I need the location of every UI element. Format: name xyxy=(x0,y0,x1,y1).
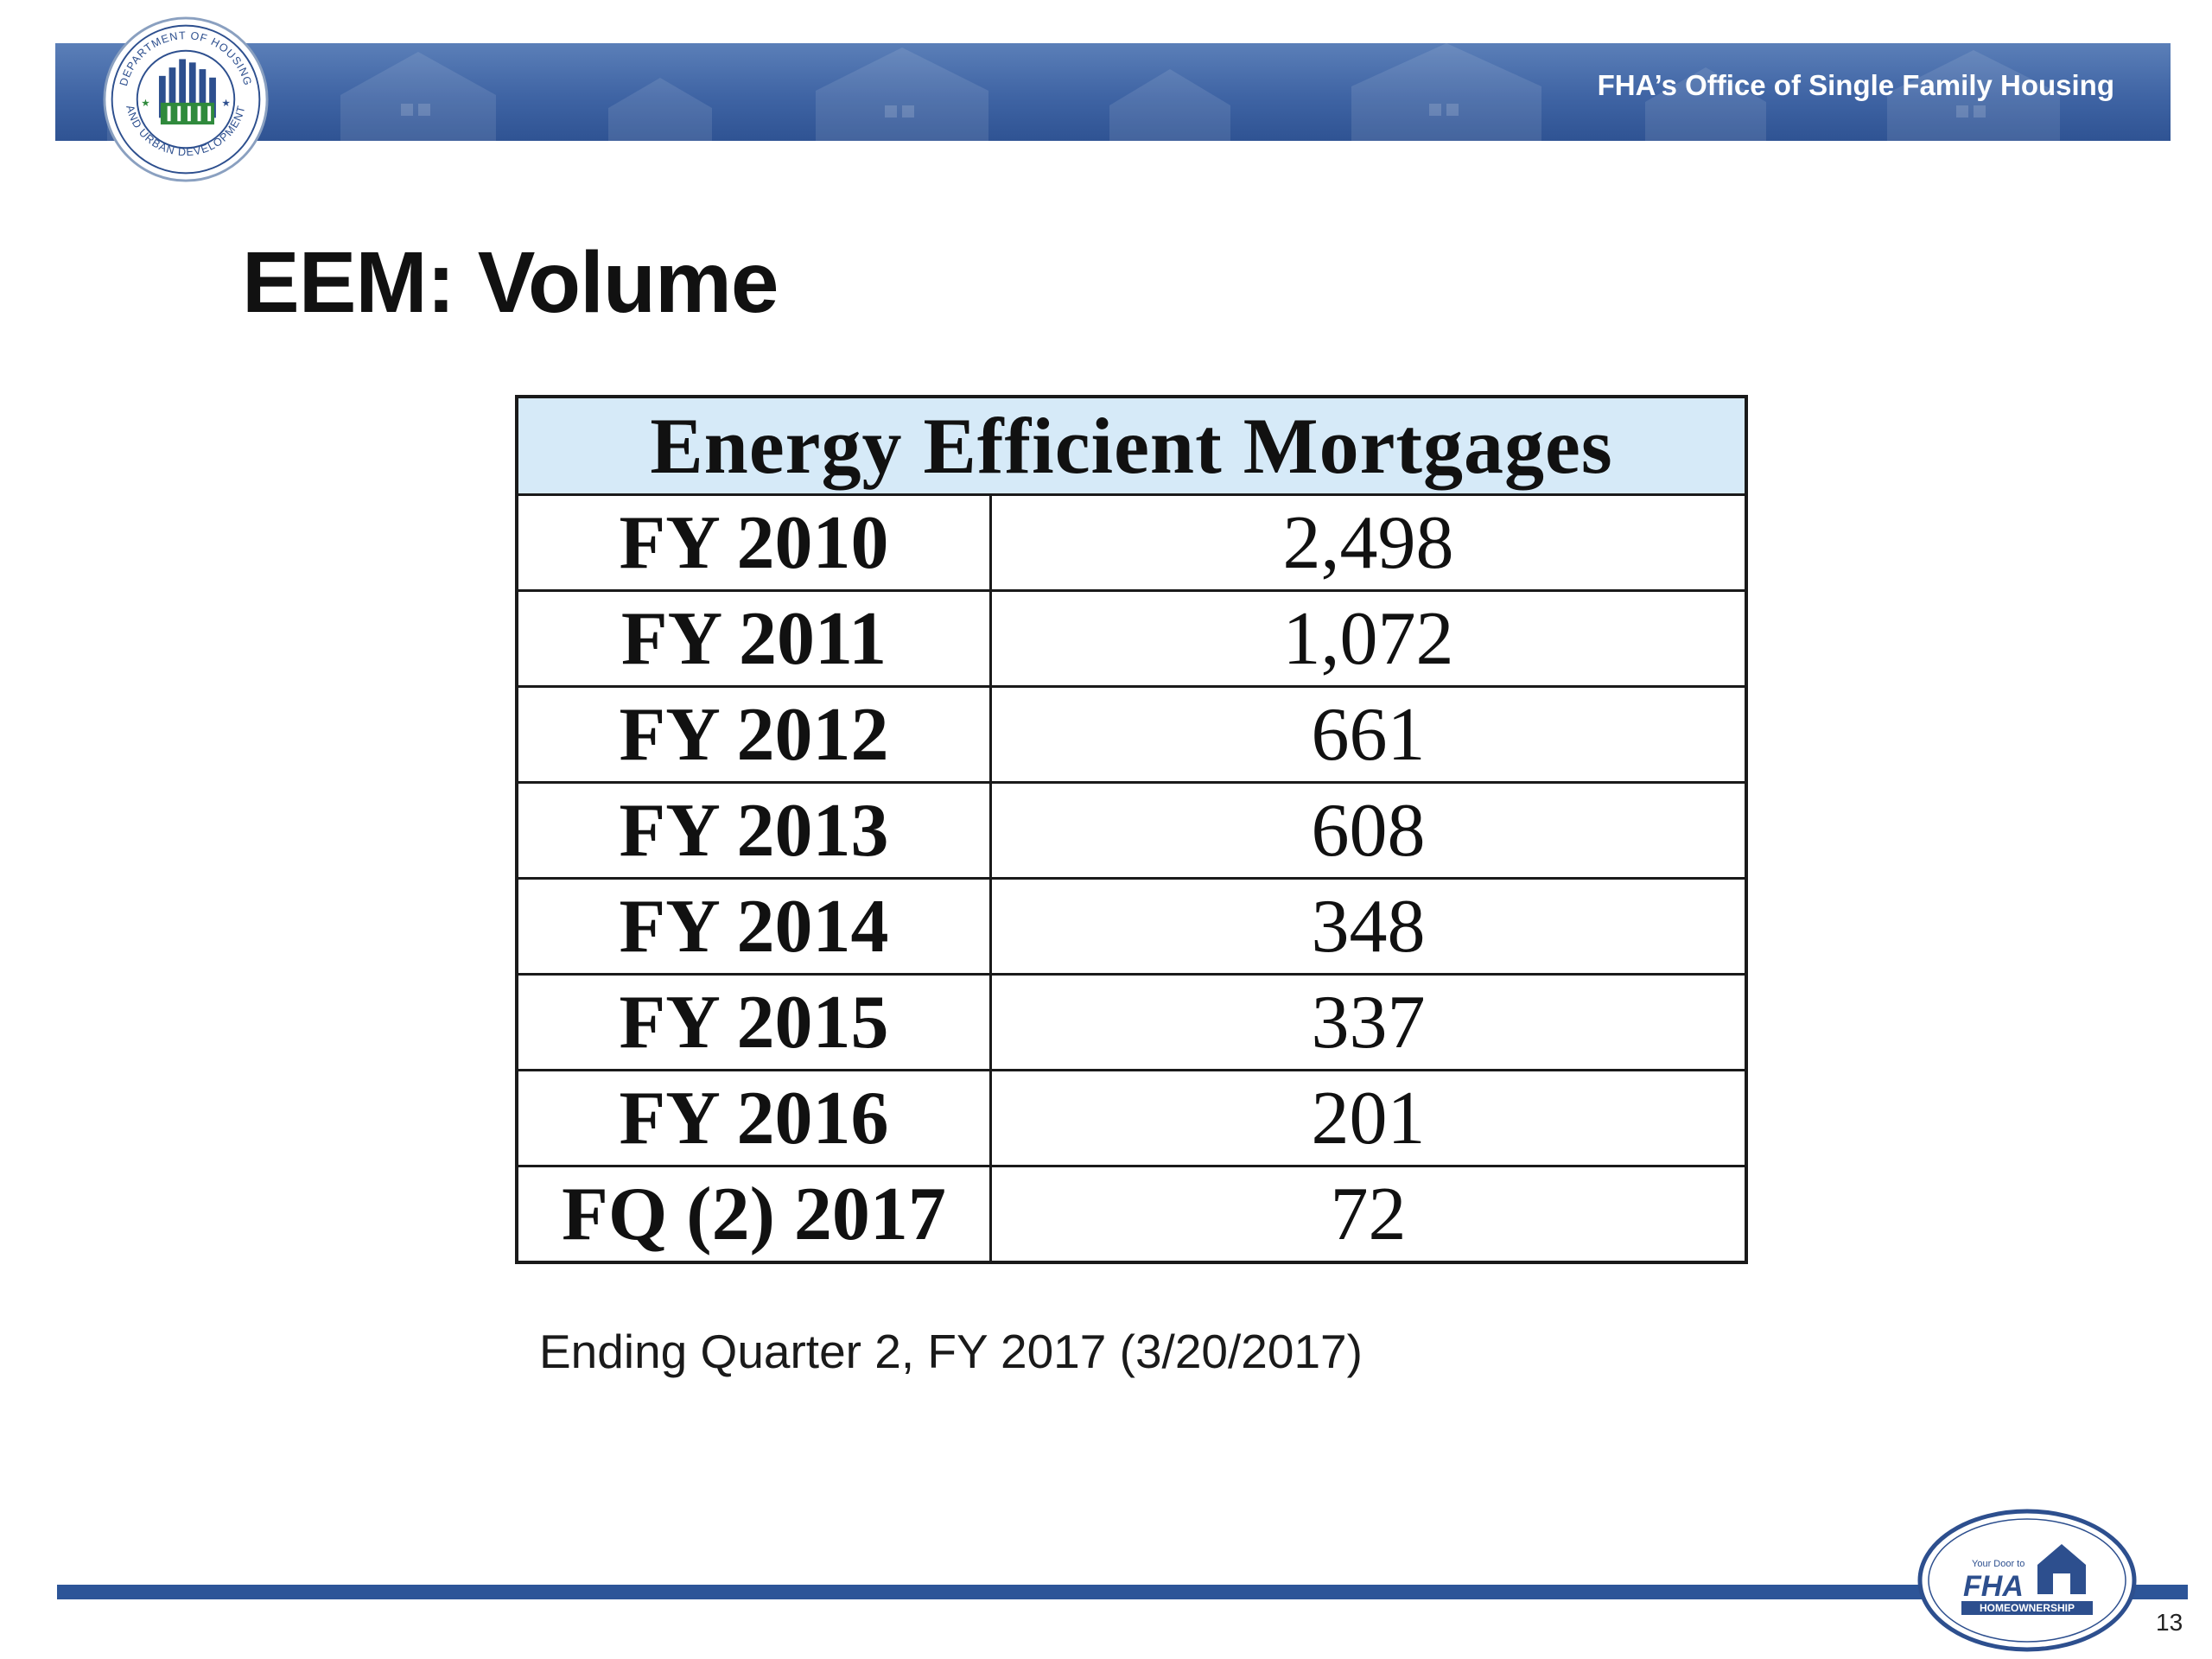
table-row: FY 2010 2,498 xyxy=(517,493,1746,591)
row-label: FY 2010 xyxy=(517,493,992,591)
banner-title: FHA’s Office of Single Family Housing xyxy=(1597,69,2114,101)
table-header-row: Energy Efficient Mortgages xyxy=(517,397,1746,496)
table-row: FY 2015 337 xyxy=(517,973,1746,1071)
row-value: 2,498 xyxy=(990,493,1746,591)
footnote: Ending Quarter 2, FY 2017 (3/20/2017) xyxy=(539,1325,1363,1378)
table-row: FY 2012 661 xyxy=(517,685,1746,783)
header-banner: FHA’s Office of Single Family Housing xyxy=(55,43,2171,141)
row-label: FY 2014 xyxy=(517,877,992,975)
row-value: 661 xyxy=(990,685,1746,783)
footer-bar xyxy=(57,1585,2188,1599)
row-label: FY 2013 xyxy=(517,781,992,879)
table-row: FY 2013 608 xyxy=(517,781,1746,879)
hud-seal-logo-icon: DEPARTMENT OF HOUSING AND URBAN DEVELOPM… xyxy=(103,16,269,182)
fha-homeownership-logo-icon: Your Door to FHA HOMEOWNERSHIP xyxy=(1917,1509,2137,1652)
row-label: FY 2011 xyxy=(517,589,992,687)
table-row: FY 2016 201 xyxy=(517,1069,1746,1166)
row-value: 72 xyxy=(990,1165,1746,1262)
row-value: 201 xyxy=(990,1069,1746,1166)
svg-text:★: ★ xyxy=(221,98,230,109)
fha-brand: FHA xyxy=(1963,1570,2024,1603)
row-label: FY 2012 xyxy=(517,685,992,783)
row-value: 1,072 xyxy=(990,589,1746,687)
table-row: FQ (2) 2017 72 xyxy=(517,1165,1746,1262)
row-value: 608 xyxy=(990,781,1746,879)
fha-subtitle: HOMEOWNERSHIP xyxy=(1980,1602,2075,1614)
table-row: FY 2014 348 xyxy=(517,877,1746,975)
eem-volume-table: Energy Efficient Mortgages FY 2010 2,498… xyxy=(515,395,1748,1264)
row-label: FY 2016 xyxy=(517,1069,992,1166)
table-header: Energy Efficient Mortgages xyxy=(517,397,1746,496)
page-number: 13 xyxy=(2156,1609,2183,1636)
svg-text:★: ★ xyxy=(141,98,149,109)
row-label: FY 2015 xyxy=(517,973,992,1071)
row-value: 348 xyxy=(990,877,1746,975)
table-row: FY 2011 1,072 xyxy=(517,589,1746,687)
slide-title: EEM: Volume xyxy=(242,234,779,331)
row-value: 337 xyxy=(990,973,1746,1071)
row-label: FQ (2) 2017 xyxy=(517,1165,992,1262)
house-silhouette-pattern-icon xyxy=(107,43,2060,141)
fha-tagline: Your Door to xyxy=(1972,1559,2024,1569)
